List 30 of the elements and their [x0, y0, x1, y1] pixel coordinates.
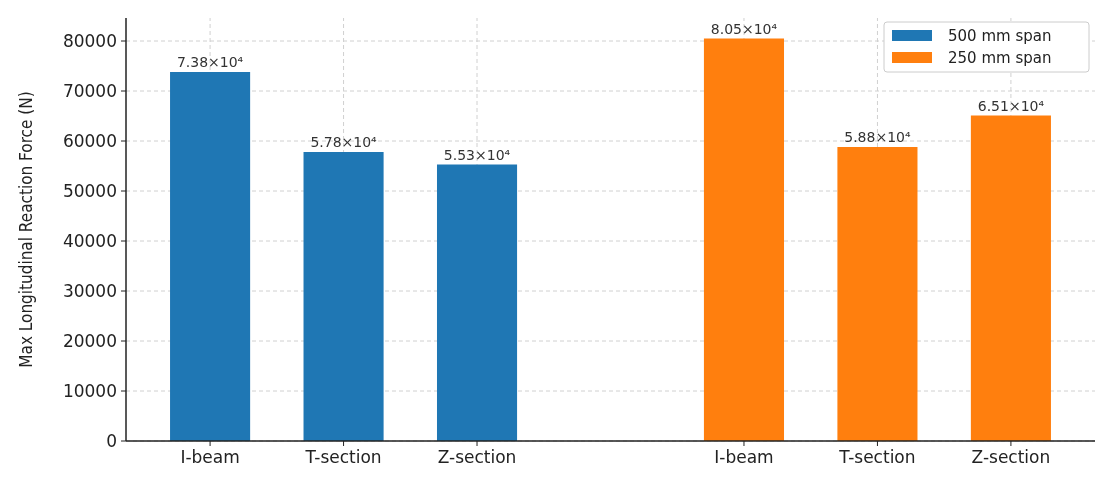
y-axis-title: Max Longitudinal Reaction Force (N): [14, 91, 37, 368]
y-tick-label: 80000: [62, 30, 117, 51]
legend-label: 500 mm span: [948, 27, 1052, 46]
legend-label: 250 mm span: [948, 49, 1052, 68]
bar: [837, 147, 918, 441]
bar: [970, 115, 1051, 441]
data-label: 5.53×10⁴: [443, 146, 511, 163]
x-tick-label: T-section: [838, 447, 916, 467]
data-label: 8.05×10⁴: [710, 20, 778, 37]
data-label: 6.51×10⁴: [977, 97, 1045, 114]
y-tick-label: 20000: [62, 330, 117, 351]
y-tick-label: 70000: [62, 80, 117, 101]
y-tick-label: 0: [106, 430, 117, 451]
y-tick-label: 60000: [62, 130, 117, 151]
x-tick-label: Z-section: [971, 447, 1051, 467]
x-tick-label: I-beam: [180, 447, 240, 467]
y-tick-label: 10000: [62, 380, 117, 401]
y-tick-label: 50000: [62, 180, 117, 201]
x-tick-label: Z-section: [437, 447, 517, 467]
x-tick-label: T-section: [304, 447, 382, 467]
bar: [436, 164, 518, 441]
x-tick-label: I-beam: [714, 447, 774, 467]
y-tick-label: 30000: [62, 280, 117, 301]
data-label: 7.38×10⁴: [176, 54, 244, 70]
bar: [703, 38, 785, 441]
data-label: 5.88×10⁴: [844, 129, 911, 145]
bar: [170, 72, 251, 441]
data-label: 5.78×10⁴: [310, 134, 378, 150]
y-tick-label: 40000: [62, 230, 117, 251]
bar: [303, 152, 384, 441]
